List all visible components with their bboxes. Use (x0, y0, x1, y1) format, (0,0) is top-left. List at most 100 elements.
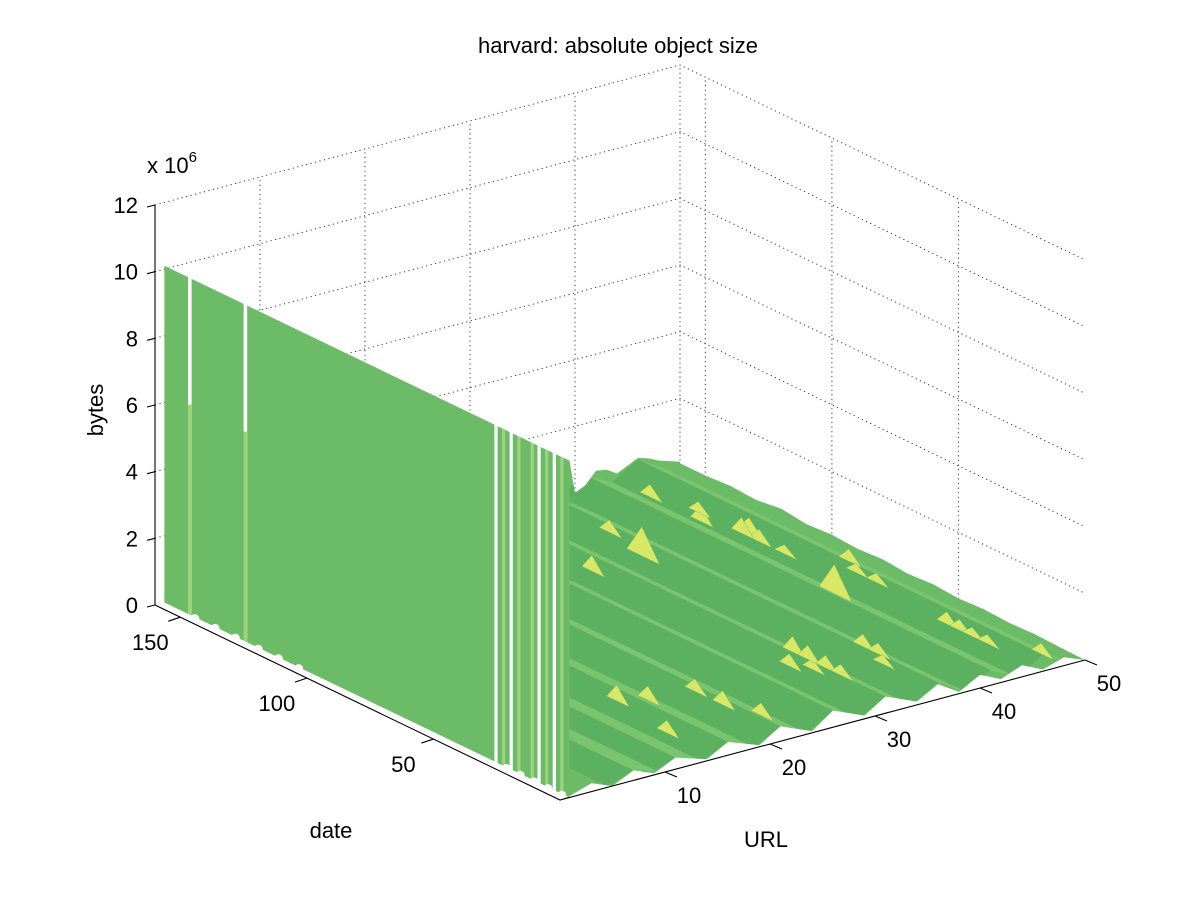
spike (865, 572, 890, 589)
spike (801, 658, 826, 676)
spike (748, 528, 773, 549)
spike (1030, 642, 1055, 661)
wall-stripe (502, 417, 506, 770)
z-tick-label: 4 (126, 460, 138, 485)
spike (730, 516, 755, 540)
wall-stripe (530, 430, 534, 784)
wall-stripe (517, 424, 521, 778)
spike (712, 690, 736, 712)
grid-z-line (154, 197, 1086, 394)
wall-base-gap (210, 623, 220, 633)
wall-base-gap (543, 784, 553, 794)
z-tick-label: 0 (126, 593, 138, 618)
spike (867, 642, 891, 661)
spike (976, 634, 1001, 650)
x-axis-label: date (310, 818, 353, 843)
spike (818, 563, 853, 603)
wall-base-gap (230, 633, 240, 643)
ridge-light-flank (560, 567, 807, 734)
spike (606, 684, 630, 708)
z-tick-label: 10 (114, 260, 138, 285)
wall-detail (188, 266, 567, 798)
spike (637, 685, 661, 707)
grid-z-line (154, 331, 1086, 528)
url-tick (874, 715, 888, 722)
wall-gap (188, 266, 192, 405)
ridge-light-flank (560, 595, 755, 748)
z-axis-label: bytes (83, 384, 108, 437)
ridge-dark-flank (560, 567, 781, 748)
ridge-dark-flank (560, 475, 991, 692)
spike (684, 678, 709, 699)
z-tick-label: 6 (126, 393, 138, 418)
grid-lines (154, 64, 1086, 600)
low-region-detail (560, 459, 1070, 787)
grid-z-line (154, 264, 1086, 461)
grid-z-line (154, 131, 1086, 328)
ridge-light-flank (560, 539, 860, 720)
wall-gap (494, 413, 498, 767)
url-tick (1084, 659, 1098, 666)
date-tick-label: 150 (132, 630, 169, 655)
spike (639, 484, 664, 504)
ridge-dark-flank (611, 459, 1043, 678)
url-tick (664, 771, 678, 778)
ridge-dark-flank (560, 513, 886, 720)
ridge-light-flank (585, 475, 1017, 678)
z-multiplier-base: x 10 (147, 153, 189, 178)
ridge-dark-flank (560, 697, 634, 787)
y-axis-label: URL (744, 827, 788, 852)
spike (845, 563, 869, 579)
date-tick (421, 738, 434, 744)
wall-base-gap (273, 654, 283, 664)
spike (656, 720, 681, 740)
z-axis-multiplier: x 106 (147, 149, 197, 178)
axis-labels: harvard: absolute object size x 106 byte… (83, 33, 788, 852)
ridge-dark-flank (560, 539, 833, 734)
z-tick (146, 604, 156, 608)
wall-gap (509, 420, 513, 774)
spike (750, 702, 775, 722)
z-tick (146, 204, 156, 208)
ridge-light-flank (560, 697, 660, 773)
z-tick (146, 404, 156, 408)
wall-stripe (560, 445, 564, 798)
wall-stripe (545, 437, 549, 791)
z-tick (146, 271, 156, 275)
spike (872, 654, 896, 671)
z-tick-label: 8 (126, 326, 138, 351)
axes: 0 2 4 6 8 10 12 50 100 150 10 20 30 40 50 (114, 193, 1122, 808)
z-tick-label: 12 (114, 193, 138, 218)
z-tick (146, 337, 156, 341)
wall-gap (243, 292, 248, 432)
spike (838, 548, 863, 568)
url-tick-label: 20 (782, 755, 806, 780)
grid-z-line (154, 397, 1086, 594)
wall-base-gap (515, 770, 525, 780)
wall-base-gap (501, 764, 511, 773)
spike (773, 544, 798, 561)
wall-gap-stripe (243, 431, 248, 646)
date-tick-label: 100 (259, 691, 296, 716)
url-tick-label: 30 (887, 727, 911, 752)
wall (164, 265, 570, 798)
grid-z-line (154, 64, 1086, 261)
chart-title: harvard: absolute object size (478, 33, 758, 58)
spike (778, 653, 803, 673)
z-tick-label: 2 (126, 526, 138, 551)
spike (830, 663, 854, 682)
z-tick (146, 537, 156, 541)
wall-gap (552, 441, 556, 795)
wall-base-gap (190, 614, 200, 624)
axis-lines (154, 205, 1086, 801)
date-tick (168, 616, 181, 622)
wall-base-gap (529, 777, 539, 787)
spike (797, 644, 821, 666)
spike (687, 501, 712, 519)
date-tick-label: 50 (391, 752, 415, 777)
date-tick (294, 677, 308, 683)
wall-gap (537, 434, 541, 787)
ridge-dark-flank (560, 635, 676, 776)
